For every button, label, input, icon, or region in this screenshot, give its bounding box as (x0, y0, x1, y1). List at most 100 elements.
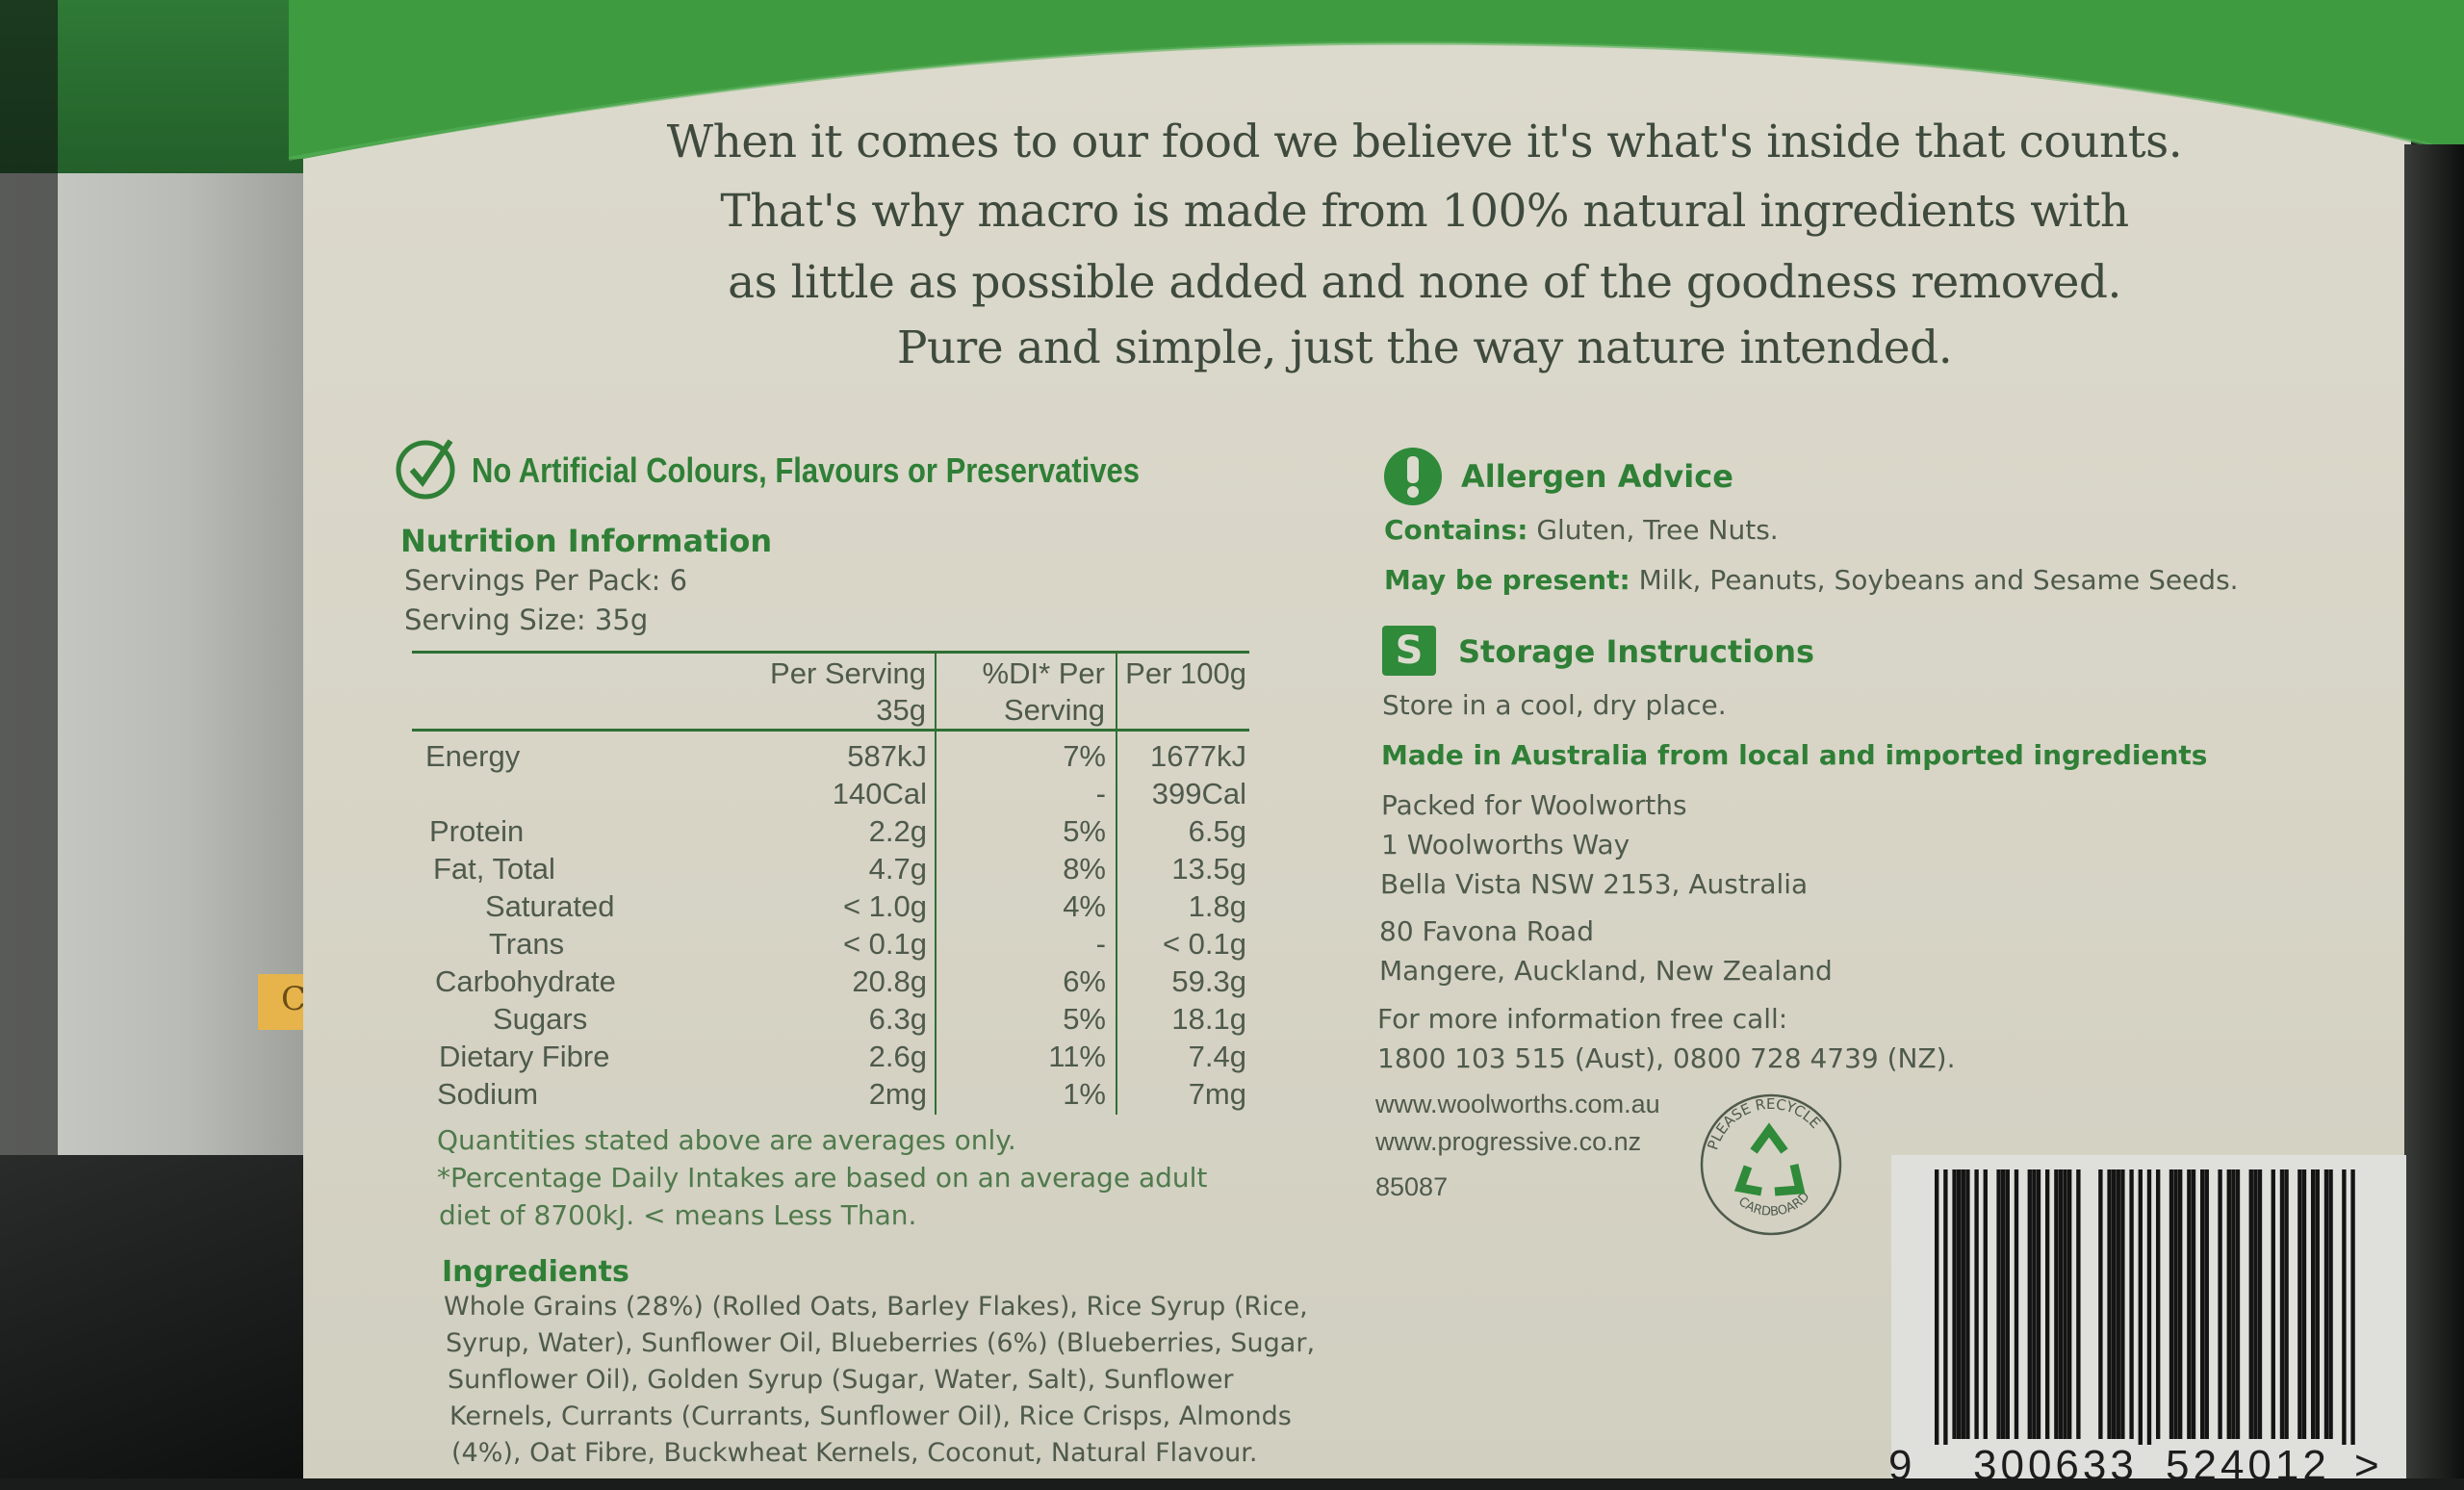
daily-intake-value: 5% (1063, 814, 1106, 848)
barcode-bar (2169, 1169, 2174, 1439)
allergen-may-be-present: May be present: Milk, Peanuts, Soybeans … (1384, 564, 2239, 596)
barcode-bar (2315, 1169, 2320, 1439)
barcode-bar (2187, 1169, 2192, 1439)
barcode-bar (2138, 1169, 2143, 1445)
barcode-bar (2248, 1169, 2253, 1439)
column-divider (1116, 653, 1117, 1115)
barcode-bar (1957, 1169, 1962, 1439)
address-nz-line: Mangere, Auckland, New Zealand (1379, 955, 1833, 987)
barcode-bar (2058, 1169, 2064, 1439)
slogan-line: When it comes to our food we believe it'… (666, 116, 2183, 168)
address-au-line: 1 Woolworths Way (1381, 829, 1630, 861)
storage-s-icon: S (1382, 626, 1436, 676)
product-code: 85087 (1375, 1172, 1449, 1201)
barcode-bar (2027, 1169, 2032, 1439)
barcode-first-digit: 9 (1888, 1442, 1912, 1489)
nutrient-name: Trans (489, 927, 565, 961)
barcode-bar (2045, 1169, 2050, 1439)
barcode-bar (2067, 1169, 2072, 1439)
storage-title: Storage Instructions (1458, 633, 1815, 670)
per-serving-value: 20.8g (852, 964, 927, 998)
per-100g-value: 18.1g (1171, 1002, 1246, 1036)
barcode-bar (2301, 1169, 2307, 1439)
barcode-bar (2063, 1169, 2067, 1439)
daily-intake-value: 5% (1063, 1002, 1106, 1036)
daily-intake-value: - (1095, 927, 1106, 961)
header-di: %DI* Per (982, 656, 1105, 690)
nutrition-title: Nutrition Information (400, 523, 773, 559)
barcode-bar (1943, 1169, 1948, 1445)
nutrient-name: Carbohydrate (435, 964, 616, 998)
ingredients-line: Sunflower Oil), Golden Syrup (Sugar, Wat… (448, 1365, 1234, 1395)
barcode-bar (2311, 1169, 2316, 1439)
per-100g-value: 13.5g (1171, 852, 1246, 886)
header-di-serving: Serving (1003, 693, 1105, 727)
barcode-bar (2231, 1169, 2236, 1439)
allergen-contains: Contains: Gluten, Tree Nuts. (1384, 514, 1779, 546)
origin-statement: Made in Australia from local and importe… (1381, 739, 2208, 771)
barcode-bar (2297, 1169, 2302, 1439)
contact-line: For more information free call: (1377, 1003, 1788, 1035)
barcode-bar (2116, 1169, 2120, 1439)
barcode-bar (2235, 1169, 2241, 1439)
barcode-bar (2098, 1169, 2103, 1439)
right-edge-shadow (2404, 144, 2464, 1478)
allergen-title: Allergen Advice (1461, 458, 1733, 495)
barcode-bar (1974, 1169, 1979, 1439)
barcode-bar (1961, 1169, 1965, 1439)
per-100g-value: 7mg (1188, 1077, 1246, 1111)
may-be-present-value: Milk, Peanuts, Soybeans and Sesame Seeds… (1638, 564, 2239, 596)
address-au-line: Packed for Woolworths (1381, 789, 1687, 821)
barcode-bar (2191, 1169, 2196, 1439)
per-serving-value: < 1.0g (842, 889, 927, 923)
green-top-band (289, 0, 2464, 161)
serving-size: Serving Size: 35g (404, 604, 649, 636)
daily-intake-value: 6% (1063, 964, 1106, 998)
per-100g-value: 1677kJ (1150, 739, 1246, 773)
table-header-rule (412, 729, 1249, 732)
nutrient-name: Protein (429, 814, 525, 848)
website-progressive: www.progressive.co.nz (1375, 1127, 1642, 1156)
barcode-bar (2001, 1169, 2006, 1439)
servings-per-pack: Servings Per Pack: 6 (404, 564, 688, 597)
nutrient-name: Fat, Total (433, 852, 555, 886)
per-100g-value: 7.4g (1188, 1040, 1246, 1073)
barcode-bar (1996, 1169, 2001, 1439)
barcode-bar (2156, 1169, 2161, 1439)
barcode-right-digits: 524012 (2166, 1442, 2330, 1489)
per-100g-value: 399Cal (1151, 777, 1246, 810)
barcode-bar (2226, 1169, 2231, 1439)
slogan-line: Pure and simple, just the way nature int… (896, 321, 1953, 374)
per-100g-value: 1.8g (1188, 889, 1246, 923)
exclamation-icon (1384, 448, 1442, 505)
barcode-bar (2342, 1169, 2347, 1445)
per-serving-value: 587kJ (847, 739, 927, 773)
barcode-bar (2036, 1169, 2041, 1439)
slogan-line: That's why macro is made from 100% natur… (720, 185, 2129, 238)
daily-intake-value: 7% (1063, 739, 1106, 773)
ingredients-line: Whole Grains (28%) (Rolled Oats, Barley … (444, 1292, 1308, 1322)
ingredients-line: Syrup, Water), Sunflower Oil, Blueberrie… (446, 1328, 1316, 1358)
barcode-bar (2120, 1169, 2125, 1439)
daily-intake-value: 1% (1063, 1077, 1106, 1111)
per-100g-value: 6.5g (1188, 814, 1246, 848)
header-per-serving: Per Serving (770, 656, 926, 690)
barcode-bar (2112, 1169, 2117, 1439)
recycle-arrows-icon (1733, 1122, 1806, 1196)
barcode-bar (2257, 1169, 2263, 1439)
please-recycle-logo: PLEASE RECYCLE CARDBOARD (1700, 1093, 1842, 1236)
barcode-bar (2218, 1169, 2222, 1439)
barcode-bar (2005, 1169, 2010, 1439)
nutrient-name: Sodium (437, 1077, 539, 1111)
barcode-bar (2146, 1169, 2152, 1445)
contains-label: Contains: (1384, 514, 1528, 546)
may-be-present-label: May be present: (1384, 564, 1630, 596)
per-serving-value: 2mg (868, 1077, 927, 1111)
slogan-line: as little as possible added and none of … (728, 256, 2121, 309)
header-per-serving-size: 35g (876, 693, 926, 727)
daily-intake-value: 8% (1063, 852, 1106, 886)
barcode-bar (2323, 1169, 2329, 1439)
address-au-line: Bella Vista NSW 2153, Australia (1380, 868, 1809, 900)
barcode-arrow: > (2354, 1442, 2379, 1489)
ingredients-line: Kernels, Currants (Currants, Sunflower O… (449, 1401, 1292, 1431)
